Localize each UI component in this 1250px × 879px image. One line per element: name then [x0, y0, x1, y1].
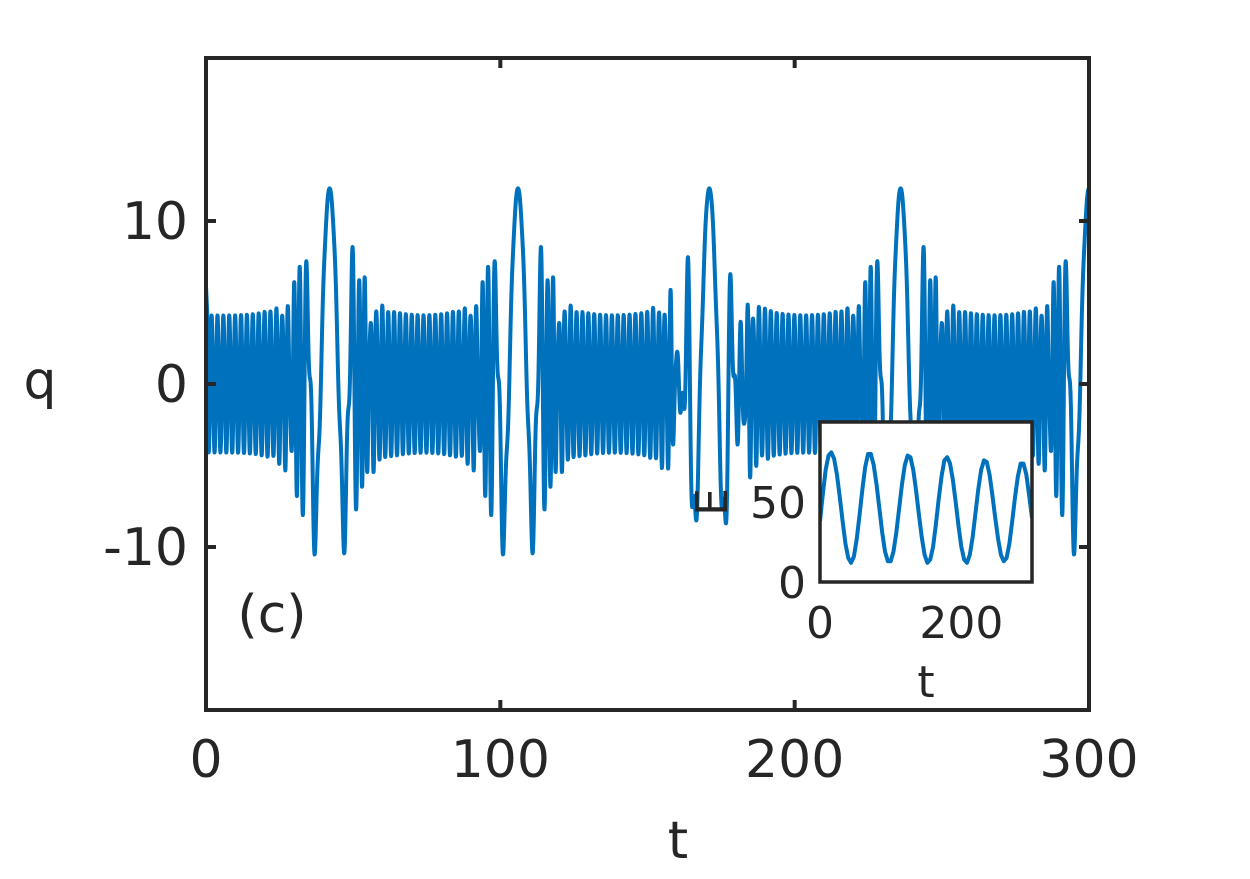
y-tick-label: -10 [103, 518, 188, 578]
x-tick-label: 300 [1039, 730, 1138, 790]
panel-label: (c) [237, 585, 306, 645]
x-axis-label: t [668, 811, 688, 871]
y-axis-label: q [23, 351, 56, 411]
inset-x-tick-label: 0 [806, 598, 834, 649]
inset-y-tick-label: 0 [778, 558, 806, 609]
y-tick-label: 0 [155, 355, 188, 415]
main-plot: 0 100 200 300 -10 0 10 t q (c) [23, 56, 1139, 871]
inset-x-tick-label: 200 [919, 598, 1003, 649]
main-tick-labels: 0 100 200 300 -10 0 10 [103, 192, 1139, 790]
x-tick-label: 200 [745, 730, 844, 790]
x-tick-label: 0 [189, 730, 222, 790]
inset-y-tick-label: 50 [750, 478, 806, 529]
inset-tick-labels: 0 200 0 50 [750, 478, 1003, 649]
main-series-line [206, 186, 1089, 557]
y-tick-label: 10 [122, 192, 188, 252]
inset-series-line [820, 450, 1032, 565]
inset-axes-box [818, 420, 1034, 584]
inset-y-axis-label: E [687, 488, 738, 516]
main-ticks [204, 58, 1091, 710]
x-tick-label: 100 [451, 730, 550, 790]
inset-plot: 0 200 0 50 t E [687, 420, 1034, 708]
inset-x-axis-label: t [917, 657, 934, 708]
